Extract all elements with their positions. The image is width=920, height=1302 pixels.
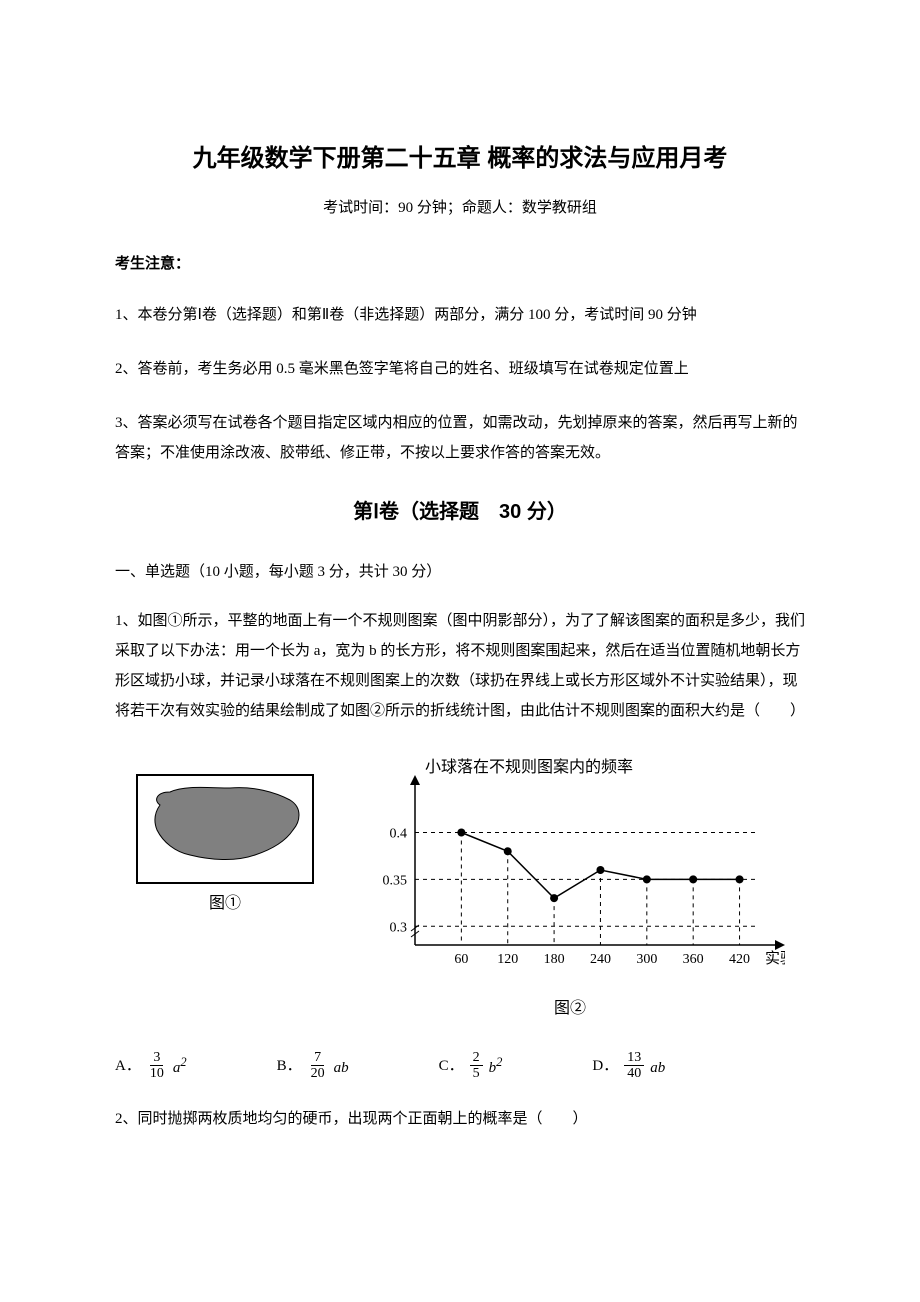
numerator: 2 xyxy=(470,1050,483,1066)
svg-text:0.3: 0.3 xyxy=(390,921,408,936)
denominator: 20 xyxy=(308,1066,328,1081)
denominator: 40 xyxy=(624,1066,644,1081)
section-header: 第Ⅰ卷（选择题 30 分） xyxy=(115,496,805,528)
option-label: C． xyxy=(439,1054,464,1078)
option-b: B． 7 20 ab xyxy=(277,1050,349,1082)
exam-title: 九年级数学下册第二十五章 概率的求法与应用月考 xyxy=(115,140,805,178)
option-label: D． xyxy=(592,1054,618,1078)
figure-2: 小球落在不规则图案内的频率 0.3 0.35 0.4 60 120 180 240 300 360… xyxy=(355,750,785,1022)
svg-text:240: 240 xyxy=(590,952,611,967)
expr: a2 xyxy=(173,1052,187,1080)
denominator: 5 xyxy=(470,1066,483,1081)
frequency-chart: 小球落在不规则图案内的频率 0.3 0.35 0.4 60 120 180 240 300 360… xyxy=(355,750,785,990)
figure-2-caption: 图② xyxy=(554,996,586,1022)
figures-row: 图① 小球落在不规则图案内的频率 0.3 0.35 0.4 60 120 180 240 300… xyxy=(115,750,805,1022)
svg-text:实验次数: 实验次数 xyxy=(765,950,785,967)
question-type: 一、单选题（10 小题，每小题 3 分，共计 30 分） xyxy=(115,560,805,584)
notice-item: 2、答卷前，考生务必用 0.5 毫米黑色签字笔将自己的姓名、班级填写在试卷规定位… xyxy=(115,354,805,384)
svg-text:小球落在不规则图案内的频率: 小球落在不规则图案内的频率 xyxy=(425,758,633,776)
notice-header: 考生注意： xyxy=(115,252,805,276)
option-c: C． 2 5 b2 xyxy=(439,1050,503,1082)
option-label: B． xyxy=(277,1054,302,1078)
numerator: 13 xyxy=(624,1050,644,1066)
svg-text:120: 120 xyxy=(497,952,518,967)
numerator: 7 xyxy=(311,1050,324,1066)
expr: b2 xyxy=(489,1052,503,1080)
svg-text:360: 360 xyxy=(683,952,704,967)
option-label: A． xyxy=(115,1054,141,1078)
svg-text:0.35: 0.35 xyxy=(383,874,408,889)
exam-subtitle: 考试时间：90 分钟；命题人：数学教研组 xyxy=(115,196,805,220)
notice-item: 1、本卷分第Ⅰ卷（选择题）和第Ⅱ卷（非选择题）两部分，满分 100 分，考试时间… xyxy=(115,300,805,330)
figure-1-caption: 图① xyxy=(209,891,241,917)
option-d: D． 13 40 ab xyxy=(592,1050,665,1082)
numerator: 3 xyxy=(150,1050,163,1066)
notice-item: 3、答案必须写在试卷各个题目指定区域内相应的位置，如需改动，先划掉原来的答案，然… xyxy=(115,408,805,468)
option-a: A． 3 10 a2 xyxy=(115,1050,187,1082)
svg-text:180: 180 xyxy=(544,952,565,967)
svg-text:420: 420 xyxy=(729,952,750,967)
fraction: 7 20 xyxy=(308,1050,328,1082)
figure-1: 图① xyxy=(135,750,315,917)
expr: ab xyxy=(650,1052,665,1080)
question-1-text: 1、如图①所示，平整的地面上有一个不规则图案（图中阴影部分），为了了解该图案的面… xyxy=(115,606,805,726)
svg-text:0.4: 0.4 xyxy=(390,827,408,842)
fraction: 3 10 xyxy=(147,1050,167,1082)
fraction: 13 40 xyxy=(624,1050,644,1082)
expr: ab xyxy=(334,1052,349,1080)
question-2-text: 2、同时抛掷两枚质地均匀的硬币，出现两个正面朝上的概率是（ ） xyxy=(115,1104,805,1134)
question-1-options: A． 3 10 a2 B． 7 20 ab C． 2 5 b2 D． 13 40… xyxy=(115,1050,805,1082)
svg-text:300: 300 xyxy=(636,952,657,967)
irregular-shape-figure xyxy=(135,750,315,885)
denominator: 10 xyxy=(147,1066,167,1081)
svg-text:60: 60 xyxy=(454,952,468,967)
fraction: 2 5 xyxy=(470,1050,483,1082)
